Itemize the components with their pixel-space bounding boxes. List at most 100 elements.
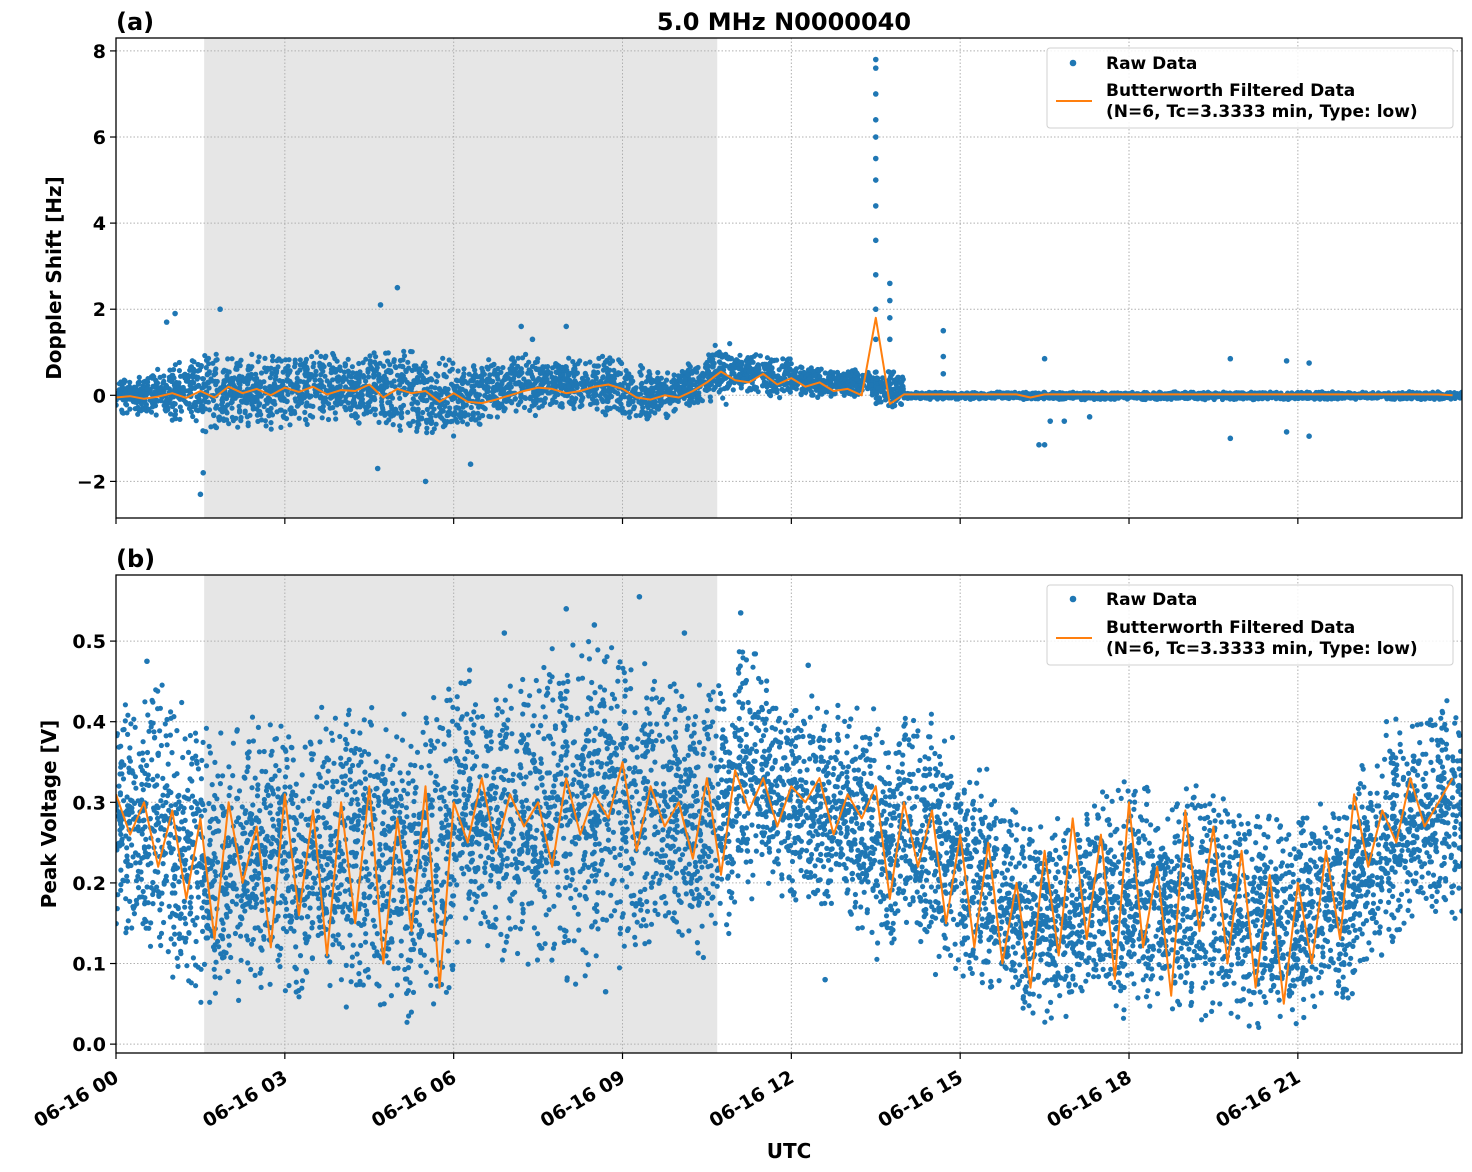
raw-point xyxy=(658,375,665,381)
raw-point xyxy=(644,410,650,416)
raw-point xyxy=(720,395,726,401)
raw-point xyxy=(406,421,412,427)
raw-point xyxy=(302,416,309,423)
raw-point xyxy=(578,392,584,398)
raw-point xyxy=(372,397,378,403)
raw-point xyxy=(515,402,522,408)
raw-point xyxy=(523,351,529,357)
x-axis-label: UTC xyxy=(767,1139,812,1163)
raw-point xyxy=(527,407,533,413)
raw-point xyxy=(594,400,600,406)
raw-point xyxy=(866,373,872,379)
raw-point xyxy=(229,405,235,411)
raw-point xyxy=(246,376,253,382)
raw-point xyxy=(153,391,159,397)
raw-point xyxy=(710,356,716,362)
raw-point xyxy=(885,369,892,375)
raw-point xyxy=(272,401,278,407)
raw-point xyxy=(172,411,178,417)
raw-point xyxy=(318,393,324,400)
raw-point xyxy=(343,376,349,382)
raw-point xyxy=(278,424,284,430)
raw-point xyxy=(348,374,354,380)
raw-point xyxy=(325,416,332,423)
raw-point xyxy=(323,353,329,359)
raw-point xyxy=(466,371,472,377)
raw-point xyxy=(397,395,403,401)
raw-point xyxy=(224,410,230,416)
raw-point xyxy=(712,342,718,348)
raw-point xyxy=(549,400,556,406)
raw-point xyxy=(342,361,349,368)
raw-point xyxy=(193,407,199,413)
raw-point xyxy=(792,371,798,378)
raw-point xyxy=(485,379,491,385)
raw-point xyxy=(763,380,769,386)
raw-point xyxy=(713,378,719,384)
raw-point xyxy=(1289,394,1296,400)
raw-point xyxy=(827,383,834,389)
raw-point xyxy=(695,399,701,405)
raw-point xyxy=(559,364,565,370)
raw-point xyxy=(269,370,275,377)
raw-point xyxy=(318,372,324,378)
raw-point xyxy=(276,384,282,391)
raw-point xyxy=(195,374,201,381)
raw-point xyxy=(261,403,267,410)
raw-point xyxy=(655,370,661,376)
raw-point xyxy=(302,359,308,365)
raw-point xyxy=(116,402,119,408)
raw-point xyxy=(229,356,235,362)
raw-point xyxy=(291,408,297,414)
raw-point xyxy=(625,395,632,401)
raw-point xyxy=(520,355,526,361)
raw-point xyxy=(523,395,529,401)
raw-point xyxy=(513,408,519,414)
raw-point xyxy=(168,411,174,417)
raw-point xyxy=(604,407,610,413)
raw-point xyxy=(253,371,259,377)
raw-point xyxy=(497,404,503,410)
raw-point xyxy=(873,376,880,382)
raw-point xyxy=(301,379,307,385)
raw-point xyxy=(323,387,329,394)
raw-point xyxy=(296,401,302,407)
raw-point xyxy=(383,350,389,356)
panel-label-a: (a) xyxy=(116,8,154,36)
raw-point xyxy=(726,382,732,388)
raw-point xyxy=(782,382,788,388)
raw-point xyxy=(417,379,423,385)
raw-point xyxy=(255,359,261,365)
raw-point xyxy=(330,377,336,383)
raw-point xyxy=(870,389,876,396)
raw-point xyxy=(198,363,204,369)
raw-point xyxy=(682,375,688,382)
raw-point xyxy=(1227,396,1233,402)
raw-point xyxy=(172,362,178,368)
raw-point xyxy=(441,373,447,379)
raw-point xyxy=(211,412,217,418)
raw-point xyxy=(211,372,217,378)
raw-point xyxy=(411,363,417,369)
raw-point xyxy=(434,379,440,385)
raw-point xyxy=(848,382,855,388)
raw-point xyxy=(748,375,754,381)
raw-point xyxy=(310,414,316,420)
raw-point xyxy=(178,408,185,414)
raw-point xyxy=(437,411,443,417)
raw-point xyxy=(499,385,505,391)
raw-point xyxy=(654,378,660,384)
raw-point xyxy=(777,395,783,401)
raw-point xyxy=(414,376,420,382)
raw-point xyxy=(397,363,403,369)
raw-point xyxy=(214,378,220,385)
raw-point xyxy=(373,361,380,368)
raw-point xyxy=(460,374,466,380)
raw-point xyxy=(371,350,377,356)
raw-point xyxy=(708,398,714,404)
raw-point xyxy=(393,408,399,414)
raw-point xyxy=(570,402,576,408)
raw-point xyxy=(545,368,551,374)
raw-point xyxy=(258,417,265,423)
raw-point xyxy=(171,375,177,381)
